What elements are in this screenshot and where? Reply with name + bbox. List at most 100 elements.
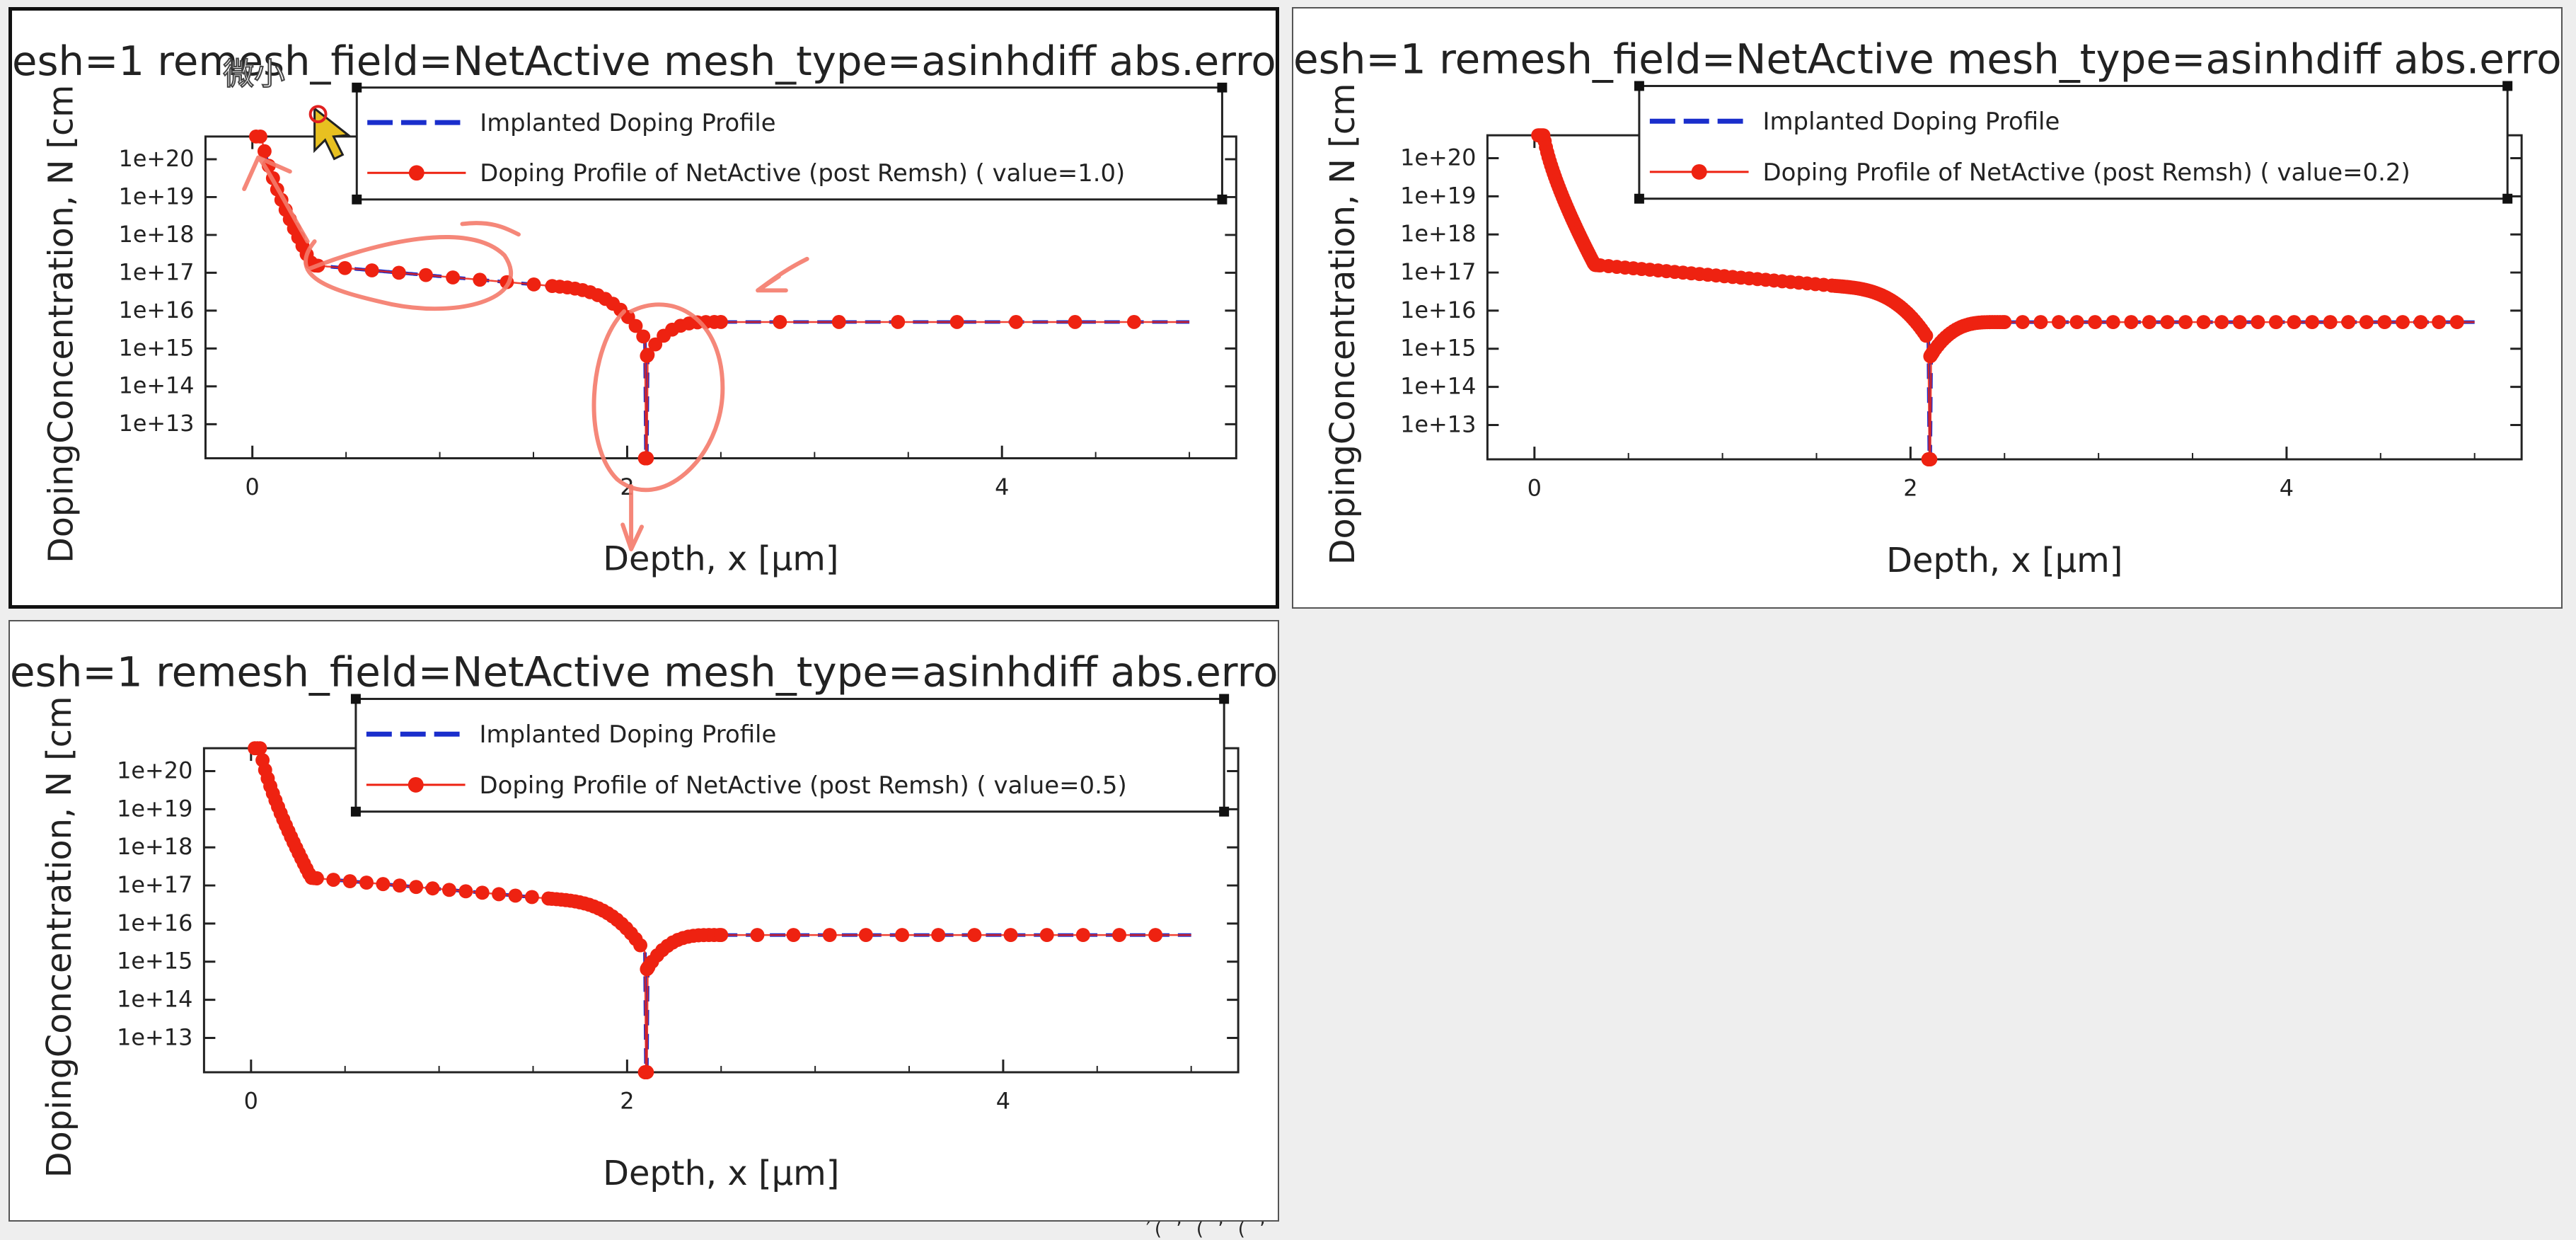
series-remesh-marker <box>473 272 487 287</box>
y-tick-label: 1e+19 <box>117 795 192 822</box>
series-remesh-marker <box>458 884 473 899</box>
series-remesh-marker <box>441 883 456 897</box>
series-remesh-marker <box>2432 315 2447 330</box>
panel-title: esh=1 remesh_field=NetActive mesh_type=a… <box>1293 35 2561 84</box>
series-remesh-marker <box>326 873 341 887</box>
series-remesh-marker <box>2106 315 2120 330</box>
legend-handle <box>1217 194 1228 205</box>
chart-1: esh=1 remesh_field=NetActive mesh_type=a… <box>12 38 1276 579</box>
mouse-cursor-icon <box>313 106 352 161</box>
series-remesh-marker <box>2088 315 2103 330</box>
series-remesh-marker <box>2015 315 2030 330</box>
y-tick-label: 1e+15 <box>117 948 192 975</box>
y-tick-label: 1e+20 <box>1400 144 1476 171</box>
legend-handle <box>1634 81 1644 91</box>
legend-remesh-marker <box>408 165 424 181</box>
series-remesh-marker <box>2160 315 2175 330</box>
legend-box <box>354 697 1225 813</box>
series-remesh-marker <box>2124 315 2139 330</box>
legend-handle <box>1219 694 1230 704</box>
y-tick-label: 1e+13 <box>117 1024 192 1051</box>
legend-handle <box>352 82 362 93</box>
bottom-text-fragment: ′( ʼ ( ʼ ( ʼ <box>1146 1219 1270 1240</box>
series-remesh-marker <box>2287 315 2301 330</box>
y-tick-label: 1e+16 <box>119 298 195 323</box>
series-remesh-marker <box>1127 315 1141 329</box>
series-remesh-marker <box>425 881 440 896</box>
legend-handle <box>1634 193 1644 204</box>
series-remesh-marker <box>2305 315 2320 330</box>
series-remesh-marker <box>2052 315 2066 330</box>
series-remesh-marker <box>2449 315 2464 330</box>
series-remesh-marker <box>640 1065 654 1079</box>
series-remesh-marker <box>640 451 654 466</box>
y-tick-label: 1e+16 <box>117 909 192 936</box>
annotation-arrow-left <box>756 256 809 293</box>
cursor-label: 微小 <box>223 57 284 93</box>
annotation-circle-junction <box>591 302 725 493</box>
series-remesh-marker <box>526 277 541 292</box>
series-remesh-marker <box>309 871 324 885</box>
x-axis-label: Depth, x [µm] <box>1886 541 2122 580</box>
y-tick-label: 1e+17 <box>117 871 192 898</box>
y-tick-label: 1e+15 <box>1400 335 1476 362</box>
series-remesh-marker <box>931 928 946 943</box>
annotation-stroke <box>460 221 521 237</box>
series-remesh-marker <box>2214 315 2229 330</box>
y-tick-label: 1e+13 <box>119 411 195 437</box>
y-tick-label: 1e+19 <box>119 184 195 209</box>
x-axis-label: Depth, x [µm] <box>603 540 838 579</box>
x-tick-label: 2 <box>1903 475 1917 502</box>
series-remesh-marker <box>1112 928 1127 943</box>
series-remesh-marker <box>524 890 539 905</box>
legend-handle <box>2502 81 2513 91</box>
series-remesh-marker <box>2323 315 2338 330</box>
series-remesh-marker <box>1919 328 1934 343</box>
y-tick-label: 1e+20 <box>117 757 192 783</box>
series-remesh-marker <box>2142 315 2156 330</box>
legend-remesh-marker <box>408 776 424 793</box>
chart-2: esh=1 remesh_field=NetActive mesh_type=a… <box>1293 35 2561 581</box>
x-tick-label: 0 <box>246 475 260 500</box>
series-remesh-marker <box>409 880 424 895</box>
plot-window-value-0.2[interactable]: esh=1 remesh_field=NetActive mesh_type=a… <box>1292 7 2563 609</box>
series-remesh-marker <box>786 928 801 943</box>
series-remesh-marker <box>831 315 846 329</box>
legend-box <box>355 86 1223 201</box>
legend-handle <box>350 694 361 704</box>
y-axis-label: DopingConcentration, N [cm <box>1324 83 1363 565</box>
x-tick-label: 0 <box>244 1088 258 1115</box>
series-remesh-marker <box>895 928 910 943</box>
series-remesh-marker <box>475 885 490 900</box>
series-remesh-marker <box>508 888 523 903</box>
series-remesh-marker <box>2377 315 2392 330</box>
x-tick-label: 4 <box>995 475 1009 500</box>
series-remesh-marker <box>713 315 728 329</box>
legend-remesh-label: Doping Profile of NetActive (post Remsh)… <box>480 159 1125 187</box>
annotation-arrow-up <box>242 155 310 244</box>
plot-window-value-0.5[interactable]: esh=1 remesh_field=NetActive mesh_type=a… <box>8 620 1279 1222</box>
y-tick-label: 1e+17 <box>1400 258 1476 285</box>
y-tick-label: 1e+20 <box>119 147 195 172</box>
series-remesh-marker <box>492 887 507 902</box>
y-tick-label: 1e+19 <box>1400 182 1476 209</box>
panel-title: esh=1 remesh_field=NetActive mesh_type=a… <box>12 38 1276 85</box>
legend-remesh-marker <box>1691 163 1707 180</box>
y-tick-label: 1e+14 <box>117 986 192 1013</box>
y-tick-label: 1e+14 <box>119 374 195 399</box>
series-remesh-marker <box>253 741 267 756</box>
x-tick-label: 4 <box>2280 475 2294 502</box>
legend-handle <box>352 194 362 205</box>
series-remesh-marker <box>967 928 982 943</box>
series-remesh-marker <box>359 876 374 890</box>
y-tick-label: 1e+18 <box>117 833 192 860</box>
series-remesh-marker <box>2033 315 2048 330</box>
series-remesh-marker <box>1148 928 1163 943</box>
legend-implanted-label: Implanted Doping Profile <box>480 109 775 137</box>
plot-window-value-1[interactable]: esh=1 remesh_field=NetActive mesh_type=a… <box>8 7 1279 609</box>
x-tick-label: 2 <box>620 1088 634 1115</box>
series-remesh-marker <box>2396 315 2410 330</box>
y-tick-label: 1e+15 <box>119 335 195 361</box>
series-remesh-marker <box>2196 315 2211 330</box>
series-remesh-marker <box>858 928 873 943</box>
